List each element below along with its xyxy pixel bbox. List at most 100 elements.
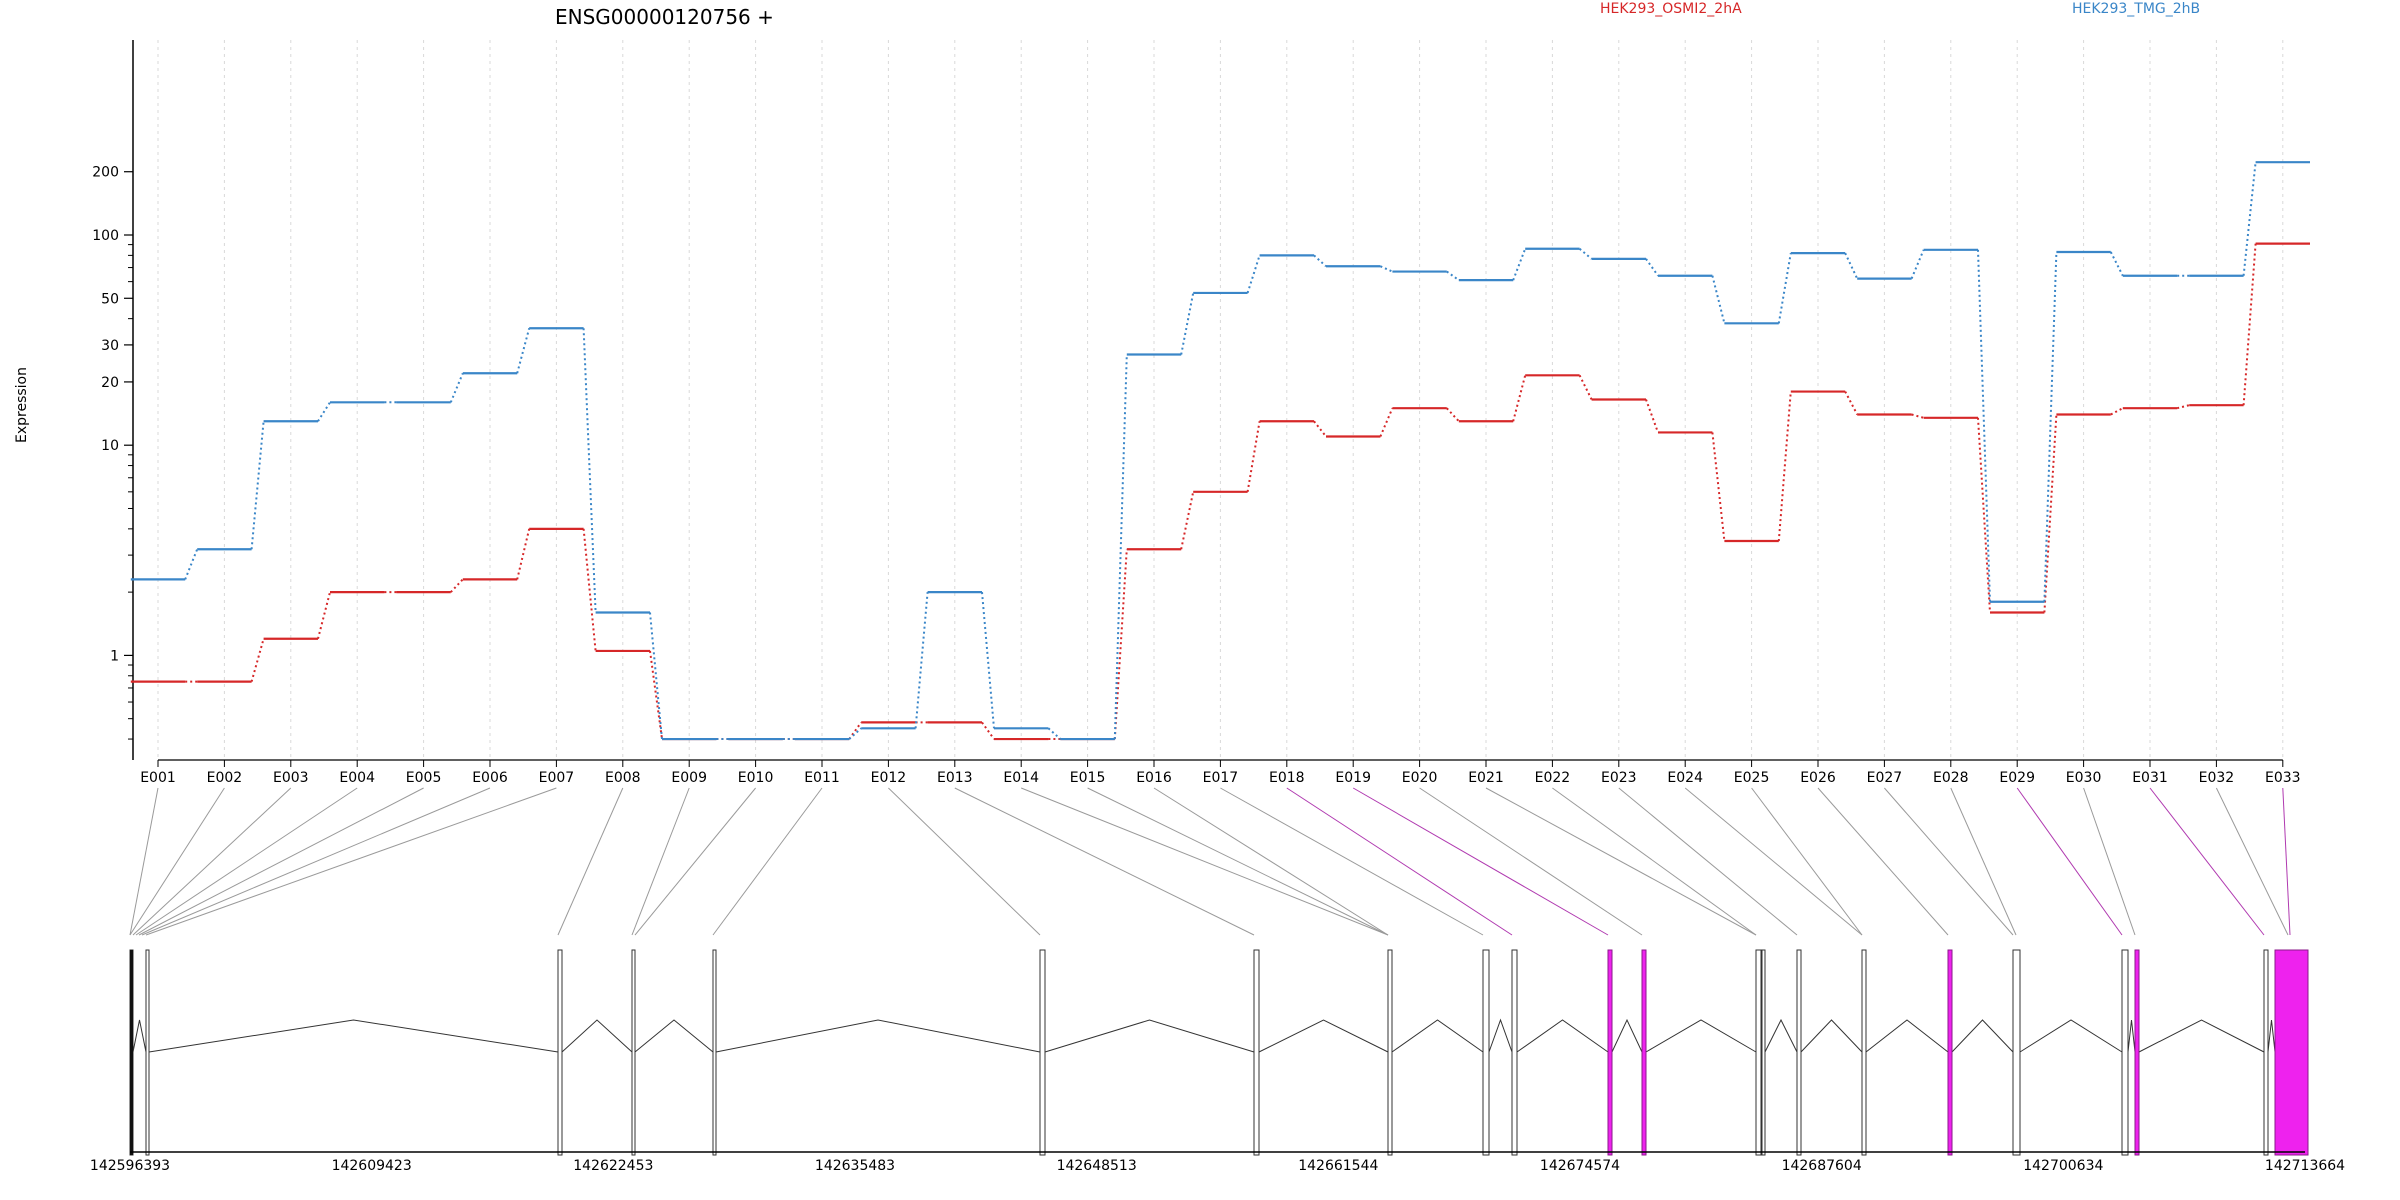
series-transition bbox=[2043, 414, 2058, 613]
series-transition bbox=[1910, 249, 1925, 280]
series-transition bbox=[449, 372, 464, 403]
genomic-tick-label: 142635483 bbox=[815, 1158, 895, 1174]
exon-box bbox=[712, 949, 717, 1156]
series-transition bbox=[1246, 255, 1261, 294]
series-transition bbox=[1379, 265, 1393, 273]
exon-connector bbox=[1087, 787, 1389, 936]
series-transition bbox=[2176, 404, 2190, 410]
exon-connector bbox=[2149, 787, 2265, 936]
series-2 bbox=[130, 161, 2310, 741]
exon-box bbox=[557, 949, 563, 1156]
series-transition bbox=[981, 721, 995, 740]
series-transition bbox=[2043, 251, 2058, 602]
exon-connector bbox=[1552, 787, 1757, 936]
series-transition bbox=[1645, 399, 1659, 433]
genomic-tick-label: 142713664 bbox=[2265, 1158, 2345, 1174]
y-tick-label: 20 bbox=[101, 375, 119, 391]
exon-box bbox=[1607, 949, 1613, 1156]
exon-connector bbox=[1352, 787, 1609, 936]
exon-connector bbox=[2282, 787, 2291, 936]
y-tick-label: 100 bbox=[92, 228, 119, 244]
series-transition bbox=[1645, 258, 1659, 277]
intron-arc bbox=[148, 1019, 559, 1053]
series-transition bbox=[582, 328, 597, 613]
exon-connector bbox=[1286, 787, 1513, 936]
exon-connector bbox=[141, 787, 491, 936]
x-tick-label: E023 bbox=[1601, 770, 1637, 786]
intron-arc bbox=[1391, 1019, 1484, 1053]
exon-connector bbox=[2016, 787, 2123, 936]
x-tick-label: E022 bbox=[1535, 770, 1571, 786]
exon-box bbox=[1511, 949, 1518, 1156]
exon-box bbox=[1947, 949, 1953, 1156]
x-tick-label: E018 bbox=[1269, 770, 1305, 786]
x-tick-label: E004 bbox=[339, 770, 375, 786]
exon-connector bbox=[557, 787, 624, 936]
x-tick-label: E006 bbox=[472, 770, 508, 786]
series-transition bbox=[1246, 421, 1261, 493]
y-tick-label: 30 bbox=[101, 338, 119, 354]
series-transition bbox=[1844, 252, 1859, 280]
series-transition bbox=[848, 721, 863, 740]
intron-arc bbox=[132, 1019, 147, 1053]
axes: 1 10 20 30 50 100 200 E001 E002 E003 E004 E005 E006 E… bbox=[92, 40, 2301, 786]
intron-arc bbox=[2127, 1019, 2136, 1053]
y-tick-label: 50 bbox=[101, 291, 119, 307]
exon-connector bbox=[1021, 787, 1389, 936]
x-tick-label: E025 bbox=[1734, 770, 1770, 786]
intron-arc bbox=[2267, 1019, 2276, 1053]
series-transition bbox=[1313, 420, 1327, 438]
intron-arc bbox=[2019, 1019, 2123, 1053]
exon-connector bbox=[2083, 787, 2136, 936]
series-transition bbox=[981, 592, 995, 729]
intron-arc bbox=[1764, 1018, 1798, 1053]
exon-connector bbox=[138, 787, 424, 936]
x-tick-label: E028 bbox=[1933, 770, 1969, 786]
exon-connector bbox=[1153, 787, 1389, 936]
series-transition bbox=[250, 421, 265, 550]
gene-model: 142596393 142609423 142622453 142635483 1426… bbox=[90, 949, 2345, 1174]
x-tick-label: E015 bbox=[1070, 770, 1106, 786]
x-tick-label: E026 bbox=[1800, 770, 1836, 786]
intron-arc bbox=[1951, 1019, 2014, 1053]
x-tick-label: E010 bbox=[738, 770, 774, 786]
exon-connector bbox=[631, 787, 690, 936]
exon-connector bbox=[135, 787, 358, 936]
chart-title: ENSG00000120756 + bbox=[555, 5, 774, 29]
exon-connector bbox=[1220, 787, 1484, 936]
x-tick-label: E014 bbox=[1003, 770, 1039, 786]
series-transition bbox=[1113, 549, 1128, 740]
series-transition bbox=[1911, 413, 1924, 419]
series-transition bbox=[450, 578, 464, 593]
exon-connector bbox=[132, 787, 292, 936]
exon-box bbox=[1755, 949, 1762, 1156]
x-tick-label: E024 bbox=[1667, 770, 1703, 786]
intron-arc bbox=[1645, 1019, 1757, 1053]
exon-connector bbox=[712, 787, 823, 936]
series-transition bbox=[649, 612, 663, 740]
exon-box bbox=[1796, 949, 1802, 1156]
x-tick-label: E017 bbox=[1203, 770, 1239, 786]
grid bbox=[157, 40, 2284, 760]
genomic-tick-label: 142609423 bbox=[332, 1158, 412, 1174]
intron-arc bbox=[561, 1019, 633, 1053]
x-tick-label: E002 bbox=[207, 770, 243, 786]
x-tick-label: E020 bbox=[1402, 770, 1438, 786]
series-transition bbox=[1777, 252, 1792, 324]
x-tick-label: E008 bbox=[605, 770, 641, 786]
series-transition bbox=[1711, 432, 1726, 542]
x-tick-label: E011 bbox=[804, 770, 840, 786]
series-transition bbox=[1512, 248, 1527, 281]
x-tick-label: E016 bbox=[1136, 770, 1172, 786]
x-tick-label: E031 bbox=[2132, 770, 2168, 786]
exon-connector bbox=[145, 787, 557, 936]
series-transition bbox=[1446, 407, 1460, 422]
series-transition bbox=[1777, 391, 1792, 542]
exon-box bbox=[1387, 949, 1393, 1156]
exon-connector bbox=[1419, 787, 1643, 936]
genomic-tick-label: 142622453 bbox=[573, 1158, 653, 1174]
exon-box bbox=[2263, 949, 2269, 1156]
exon-box bbox=[1482, 949, 1490, 1156]
series-transition bbox=[1379, 407, 1394, 437]
x-tick-label: E030 bbox=[2066, 770, 2102, 786]
